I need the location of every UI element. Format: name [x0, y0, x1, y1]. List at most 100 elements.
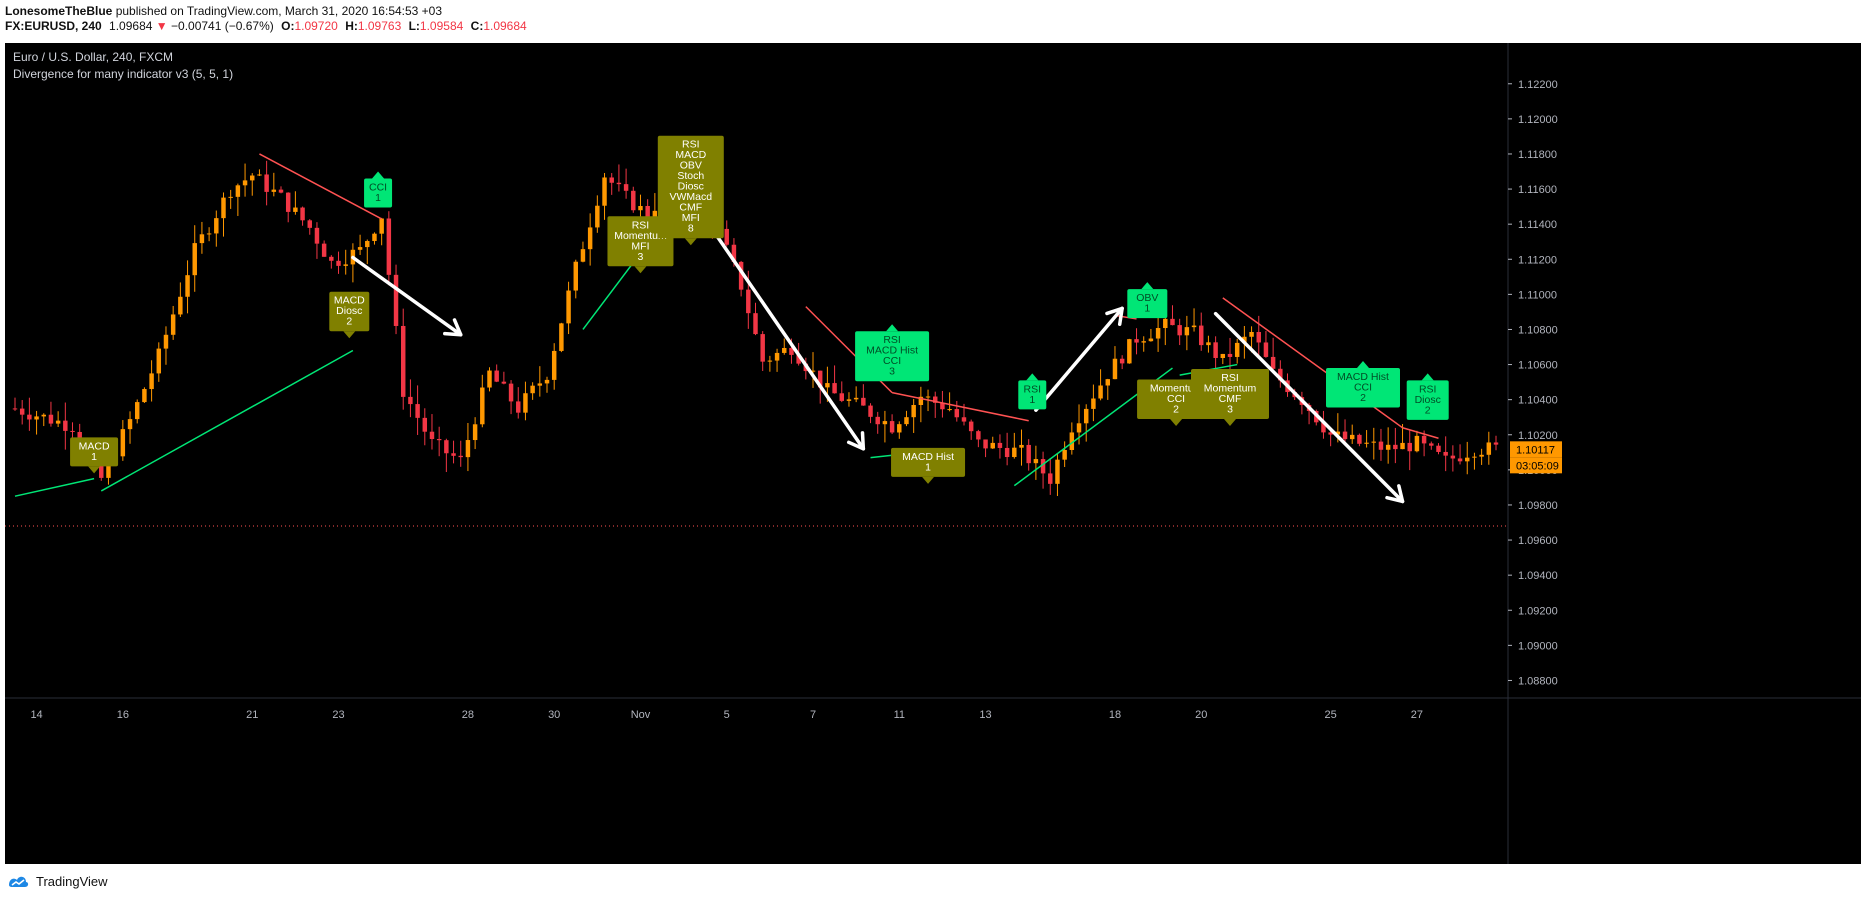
- divergence-label-box: [1018, 380, 1047, 410]
- price-tick-label: 1.09800: [1518, 500, 1558, 512]
- time-tick-label: 5: [724, 709, 730, 721]
- candle-body: [623, 184, 629, 191]
- candle-body: [846, 399, 852, 401]
- divergence-label-text: 2: [1360, 392, 1366, 404]
- divergence-label-box: [70, 437, 119, 467]
- time-tick-label: 28: [462, 709, 474, 721]
- divergence-label-text: MACD: [334, 295, 365, 307]
- candle-body: [1184, 327, 1190, 336]
- candle-body: [329, 256, 334, 261]
- candle-body: [1213, 342, 1218, 358]
- time-tick-label: 25: [1325, 709, 1337, 721]
- label-pointer: [343, 331, 356, 339]
- candle-body: [774, 352, 780, 361]
- ohlc-line: FX:EURUSD, 240 1.09684 ▼ −0.00741 (−0.67…: [5, 19, 1855, 34]
- candle-body: [789, 347, 794, 355]
- candle-body: [1220, 353, 1226, 358]
- time-tick-label: 14: [30, 709, 42, 721]
- divergence-label-text: CCI: [369, 182, 387, 194]
- divergence-label-text: 3: [1227, 403, 1233, 415]
- divergence-label-text: MACD Hist: [866, 345, 918, 357]
- label-pointer: [1421, 373, 1434, 381]
- candle-body: [199, 234, 205, 244]
- candle-body: [1098, 385, 1103, 399]
- divergence-label-text: 1: [375, 192, 381, 204]
- candle-body: [257, 174, 262, 176]
- candle-body: [300, 207, 305, 221]
- price-change: −0.00741 (−0.67%): [171, 19, 274, 33]
- trend-arrow-shaft: [351, 255, 463, 337]
- tradingview-footer[interactable]: TradingView: [6, 872, 108, 890]
- divergence-label-box: [329, 291, 370, 332]
- divergence-label-text: OBV: [1136, 292, 1158, 304]
- candle-body: [559, 323, 564, 351]
- candle-body: [868, 405, 873, 417]
- candle-body: [580, 249, 586, 262]
- candle-body: [645, 206, 650, 219]
- candle-body: [393, 274, 399, 326]
- label-pointer: [922, 476, 935, 484]
- candle-body: [746, 289, 751, 314]
- label-pointer: [886, 324, 899, 332]
- chart-area[interactable]: Euro / U.S. Dollar, 240, FXCM Divergence…: [5, 43, 1861, 864]
- candle-body: [55, 420, 61, 424]
- candle-body: [336, 260, 341, 266]
- price-tick-label: 1.11000: [1518, 289, 1557, 301]
- chart-title: Euro / U.S. Dollar, 240, FXCM: [13, 50, 173, 64]
- last-price: 1.09684: [109, 19, 153, 33]
- divergence-label-text: RSI: [1419, 383, 1437, 395]
- divergence-label-box: [1127, 289, 1168, 319]
- divergence-label-box: [1325, 368, 1400, 408]
- candle-body: [1407, 442, 1412, 452]
- price-tick-label: 1.10800: [1518, 324, 1558, 336]
- candlestick-chart[interactable]: Euro / U.S. Dollar, 240, FXCM Divergence…: [5, 43, 1861, 864]
- price-tick-label: 1.11400: [1518, 219, 1557, 231]
- divergence-label-box: [364, 178, 393, 208]
- candle-body: [156, 348, 162, 374]
- candle-body: [170, 314, 176, 335]
- candle-body: [70, 430, 75, 432]
- divergence-label-text: 2: [346, 316, 352, 328]
- candle-body: [990, 442, 995, 449]
- candle-body: [1019, 444, 1024, 448]
- divergence-label-text: CMF: [679, 202, 702, 214]
- high-label: H:: [345, 19, 358, 33]
- candle-body: [731, 244, 737, 262]
- candle-body: [1227, 353, 1233, 357]
- candle-body: [530, 385, 535, 394]
- open-label: O:: [281, 19, 295, 33]
- candle-body: [120, 429, 126, 457]
- candle-body: [400, 325, 406, 397]
- candle-body: [968, 421, 974, 432]
- divergence-label-box: [891, 447, 966, 477]
- divergence-label-text: Momentum: [614, 230, 667, 242]
- divergence-label-text: RSI: [1024, 383, 1042, 395]
- divergence-label-text: MFI: [631, 240, 649, 252]
- candle-body: [861, 397, 866, 406]
- candle-body: [271, 189, 277, 192]
- candle-body: [235, 185, 241, 197]
- divergence-label-text: MFI: [682, 212, 700, 224]
- trend-arrow-shaft: [1034, 306, 1124, 412]
- candle-body: [314, 227, 320, 244]
- divergence-label-text: 1: [1029, 394, 1035, 406]
- price-tick-label: 1.09600: [1518, 535, 1558, 547]
- candle-body: [99, 457, 104, 478]
- candle-body: [551, 350, 557, 380]
- candle-body: [825, 383, 830, 388]
- trend-arrow-head: [1105, 306, 1124, 326]
- candle-body: [1242, 336, 1247, 343]
- candle-body: [1429, 443, 1434, 446]
- divergence-label-text: MACD Hist: [902, 451, 954, 463]
- candle-body: [1465, 457, 1470, 462]
- last-price-tag-text: 1.10117: [1516, 444, 1555, 456]
- author-name[interactable]: LonesomeTheBlue: [5, 4, 113, 18]
- low-label: L:: [408, 19, 420, 33]
- candle-body: [307, 220, 312, 228]
- label-pointer: [1356, 361, 1369, 369]
- divergence-label-text: RSI: [632, 219, 650, 231]
- candle-body: [228, 196, 233, 198]
- divergence-label-box: [1190, 368, 1269, 419]
- candle-body: [494, 370, 499, 382]
- candle-body: [1263, 342, 1269, 357]
